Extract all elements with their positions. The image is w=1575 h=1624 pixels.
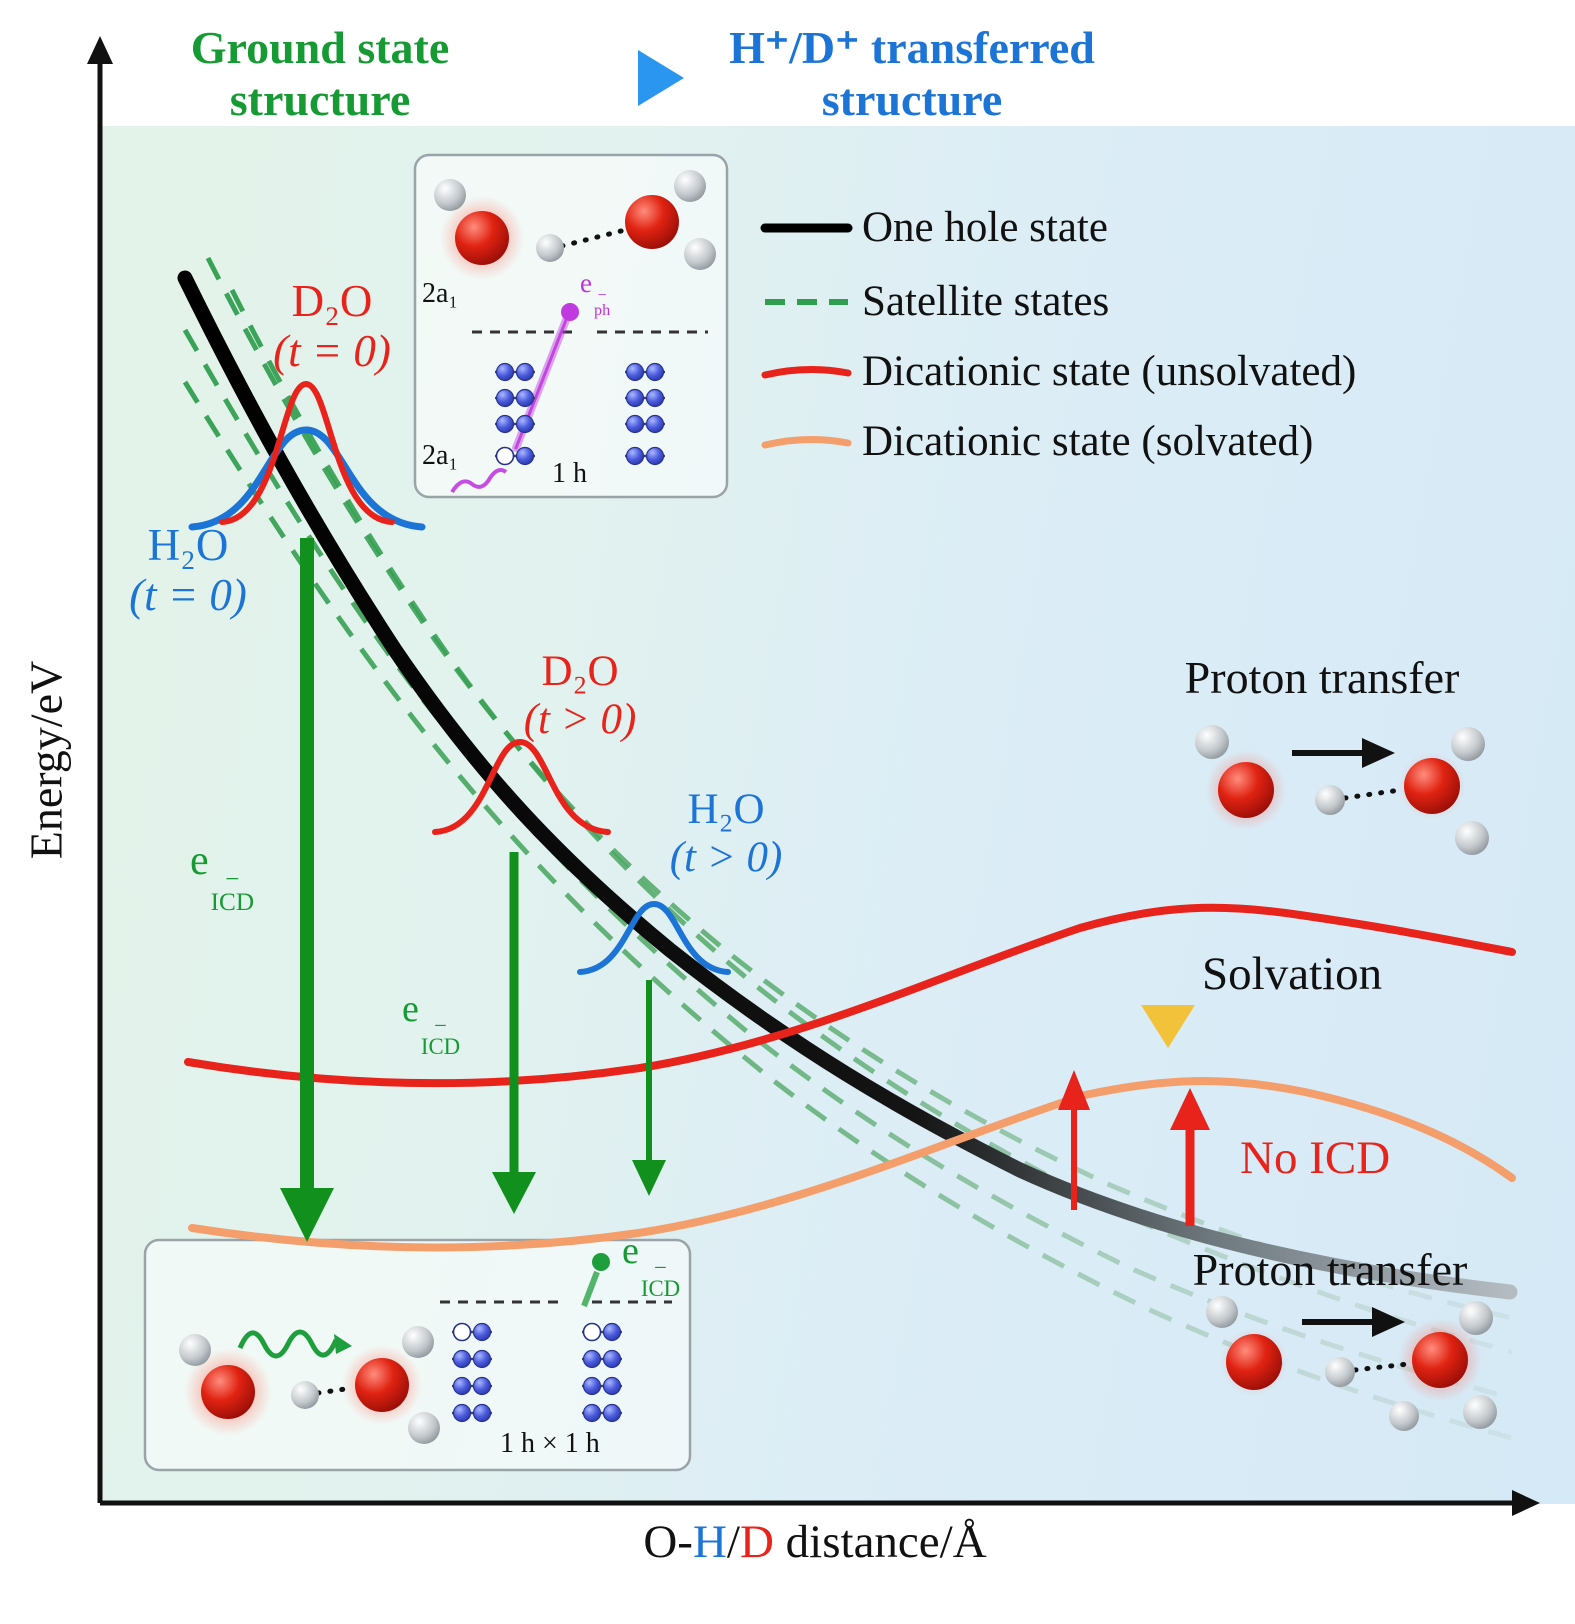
dicationic-unsolvated-curve xyxy=(184,903,1516,1088)
header-transfer-arrow xyxy=(550,50,684,106)
oxygen-atom xyxy=(625,195,679,249)
right-arrow-icon xyxy=(1372,1307,1405,1337)
inset-photoionization xyxy=(434,170,716,494)
photoelectron-label: e − ph xyxy=(580,268,611,320)
icd-electron xyxy=(592,1253,610,1271)
orbital-2a1-label-top: 2a₁ xyxy=(422,278,459,309)
two-hole-count-label: 1 h × 1 h xyxy=(500,1428,600,1459)
solvation-arrow xyxy=(1141,928,1195,1048)
solvation-label: Solvation xyxy=(1202,948,1383,1000)
x-axis-arrow-icon xyxy=(1512,1490,1540,1516)
hydrogen-atom xyxy=(434,179,466,211)
transferred-structure-title: H⁺/D⁺ transferred structure xyxy=(729,22,1095,125)
d2o-t0-wavepacket xyxy=(219,380,395,525)
ground-state-title: Ground state structure xyxy=(190,22,450,125)
icd-electron-label-3: e − ICD xyxy=(622,1230,681,1301)
h2o-t0-wavepacket xyxy=(188,426,426,531)
proton-transfer-bottom-illustration xyxy=(1206,1296,1497,1431)
proton-transfer-top-illustration xyxy=(1195,725,1489,855)
one-hole-count-label: 1 h xyxy=(552,458,587,489)
no-icd-arrows xyxy=(1058,1070,1210,1226)
oxygen-atom xyxy=(455,211,509,265)
inset-icd xyxy=(179,1253,672,1444)
hydrogen-atom xyxy=(408,1412,440,1444)
d2o-t-label: D₂O (t > 0) xyxy=(523,648,637,744)
one-hole-state-curve xyxy=(177,270,1518,1300)
oxygen-atom xyxy=(355,1358,409,1412)
h2o-t0-label: H₂O (t = 0) xyxy=(129,520,247,621)
legend-samples xyxy=(760,223,853,449)
dicationic-solvated-curve xyxy=(188,1077,1516,1252)
icd-electron-track xyxy=(581,1270,600,1308)
icd-electron-label-1: e − ICD xyxy=(190,838,255,917)
h2o-t-wavepacket xyxy=(577,900,731,975)
no-icd-label: No ICD xyxy=(1240,1132,1391,1184)
satellite-states-curves xyxy=(182,256,1513,1441)
hydrogen-atom xyxy=(179,1334,211,1366)
legend-label-dication-unsolvated: Dicationic state (unsolvated) xyxy=(862,348,1357,395)
d2o-t-wavepacket xyxy=(432,738,611,835)
hydrogen-atom xyxy=(291,1381,319,1409)
legend-label-satellites: Satellite states xyxy=(862,278,1110,325)
photon-wiggle-icon xyxy=(450,468,508,494)
hydrogen-atom xyxy=(402,1326,434,1358)
x-axis-label: O-H/D distance/Å xyxy=(643,1516,987,1568)
proton-transfer-label-top: Proton transfer xyxy=(1184,652,1460,703)
legend-line-dication-unsolvated xyxy=(761,365,852,379)
axes xyxy=(87,36,1540,1516)
oxygen-atom xyxy=(201,1365,255,1419)
orbital-2a1-label-bottom: 2a₁ xyxy=(422,440,459,471)
right-arrow-icon xyxy=(1362,738,1395,768)
y-axis-label: Energy/eV xyxy=(20,660,72,860)
wavepackets xyxy=(188,380,731,975)
photoelectron xyxy=(561,303,579,321)
proton-transfer-label-bottom: Proton transfer xyxy=(1192,1244,1468,1295)
hydrogen-atom xyxy=(536,234,564,262)
legend-label-dication-solvated: Dicationic state (solvated) xyxy=(862,418,1314,465)
hydrogen-atom xyxy=(674,170,706,202)
legend-line-dication-solvated xyxy=(761,435,852,449)
icd-decay-arrows xyxy=(280,538,666,1242)
h2o-t-label: H₂O (t > 0) xyxy=(669,786,783,882)
icd-electron-label-2: e − ICD xyxy=(402,988,461,1059)
y-axis-arrow-icon xyxy=(87,36,113,64)
energy-transfer-wiggle-icon xyxy=(237,1329,339,1359)
d2o-t0-label: D₂O (t = 0) xyxy=(273,276,391,377)
legend-label-one-hole: One hole state xyxy=(862,204,1108,251)
hydrogen-atom xyxy=(684,238,716,270)
